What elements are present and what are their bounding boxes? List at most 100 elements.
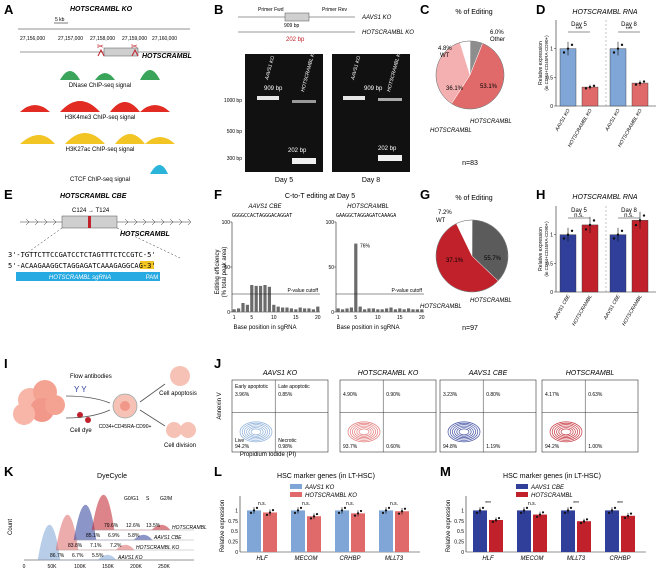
x-tick-label: 15 xyxy=(397,315,403,321)
gel2-band2: 202 bp xyxy=(378,146,397,152)
gene-label: MECOM xyxy=(295,556,318,562)
gene-label: HLF xyxy=(482,556,494,562)
legend-test: HOTSCRAMBL KO xyxy=(305,493,357,499)
bar xyxy=(631,220,649,293)
flow-title: AAVS1 CBE xyxy=(468,370,508,377)
bar xyxy=(247,510,261,552)
edit-label: C124 → T124 xyxy=(72,208,110,214)
phase-g0g1: G0/G1 xyxy=(124,496,139,502)
panel-a-title: HOTSCRAMBL KO xyxy=(70,6,133,13)
pie-g-n: n=97 xyxy=(462,325,478,332)
x-tick-label: AAVS1 KO xyxy=(604,108,622,133)
x-tick-label: 0 xyxy=(23,564,26,570)
cell-cluster-icon xyxy=(13,380,65,425)
coord-3: 27,158,000 xyxy=(90,36,115,42)
gene-label: CRHBP xyxy=(339,556,360,562)
apoptosis-icon xyxy=(170,366,190,386)
panel-m: M HSC marker genes (in LT-HSC) 00.250.50… xyxy=(440,464,646,562)
x-tick-label: 150K xyxy=(102,564,114,570)
necrotic-label: Necrotic xyxy=(278,438,297,444)
ladder-300: 300 bp xyxy=(227,156,243,162)
y-tick-label: 0 xyxy=(550,104,553,110)
bar-chart-l: 0 0.25 0.5 0.75 1 Relative expression AAVS1 KO… xyxy=(220,484,420,562)
x-tick-label: 5 xyxy=(250,315,253,321)
bar xyxy=(609,234,627,293)
dye-label: Cell dye xyxy=(70,428,92,434)
pct-g0g1: 86.7% xyxy=(50,553,65,559)
quadrant-live: 94.2% xyxy=(235,444,250,450)
x-tick-label: 5 xyxy=(354,315,357,321)
bar xyxy=(407,308,411,312)
panel-i: I Flow antibodies Y Y Cell dye CD34+CD45… xyxy=(4,356,197,449)
significance: n.s. xyxy=(624,213,634,219)
x-tick-label: 1 xyxy=(233,315,236,321)
panel-g: G % of Editing 7.2% WT 37.1% 55.7% HOTSC… xyxy=(420,187,512,332)
gene-label: HLF xyxy=(256,556,268,562)
y-tick-label: 0.25 xyxy=(228,540,238,546)
bar xyxy=(272,304,276,312)
bar xyxy=(316,306,320,312)
y-tick-label: 0 xyxy=(550,290,553,296)
bar xyxy=(259,285,263,312)
bar xyxy=(298,307,302,312)
pct-s: 6.7% xyxy=(72,553,84,559)
y-tick-label: 0.75 xyxy=(454,519,464,525)
gel1-day: Day 5 xyxy=(275,177,293,184)
flow-label: Flow antibodies xyxy=(70,374,112,380)
panel-a: A HOTSCRAMBL KO 5 kb 27,156,000 27,157,0… xyxy=(4,2,192,183)
pct-g2m: 7.2% xyxy=(110,543,122,549)
bar xyxy=(389,307,393,312)
pct-g0g1: 85.1% xyxy=(86,533,101,539)
y-tick-label: 100 xyxy=(326,220,335,226)
y-tick-label: 0 xyxy=(235,550,238,556)
bar xyxy=(291,510,305,552)
seq-bottom: 5'-ACAAGAAGGCTAGGAGATCAAAGAGGCAG-3' xyxy=(8,262,156,270)
y-axis-label: Relative expression xyxy=(538,227,544,271)
pie-c-n: n=83 xyxy=(462,160,478,167)
f-sub2: HOTSCRAMBL xyxy=(347,204,389,210)
panel-label-g: G xyxy=(420,187,430,202)
bar xyxy=(250,285,254,312)
quadrant-necrotic: 0.98% xyxy=(278,444,293,450)
row-label: AAVS1 CBE xyxy=(153,535,182,541)
row-label: AAVS1 KO xyxy=(117,555,143,561)
bar xyxy=(336,308,340,312)
bar xyxy=(411,309,415,312)
strand-arrows xyxy=(25,218,192,226)
size-202: 202 bp xyxy=(286,37,305,43)
bar xyxy=(577,521,591,552)
flow-plots: AAVS1 KO 3.96% 0.85% 94.2% 0.98% Early apopto… xyxy=(231,370,639,453)
bar xyxy=(267,286,271,312)
x-tick-label: 100K xyxy=(74,564,86,570)
quadrant-live: 94.2% xyxy=(545,444,560,450)
significance: *** xyxy=(625,27,633,33)
primer-fwd-label: Primer Fwd xyxy=(258,7,284,13)
gel1-band1: 909 bp xyxy=(264,86,283,92)
bar xyxy=(263,512,277,552)
bar xyxy=(393,309,397,312)
significance: n.s. xyxy=(574,213,584,219)
panel-b: B Primer Fwd Primer Rev AAVS1 KO 909 bp … xyxy=(214,2,414,184)
bar xyxy=(581,86,599,107)
f-xlabel1: Base position in sgRNA xyxy=(233,325,296,331)
quadrant-live: 94.8% xyxy=(443,444,458,450)
pie-c-wt: WT xyxy=(440,53,450,59)
significance: *** xyxy=(617,501,623,507)
day8-label: Day 8 xyxy=(621,208,637,214)
pie-c-wt-pct: 4.8% xyxy=(438,46,452,52)
y-tick-label: 0.5 xyxy=(231,529,238,535)
significance: n.s. xyxy=(528,501,536,507)
bar xyxy=(307,516,321,552)
y-tick-label: 1 xyxy=(550,233,553,239)
panel-k: K DyeCycle 0 50K 100K 150K 200K 250K 86.7% 6.7%… xyxy=(4,464,207,570)
day8-label: Day 8 xyxy=(621,22,637,28)
panel-f: F C-to-T editing at Day 5 AAVS1 CBE HOTS… xyxy=(214,187,425,331)
pam-label: PAM xyxy=(146,275,159,281)
pie-chart-g xyxy=(435,219,509,293)
bar xyxy=(285,307,289,312)
y-axis-sublabel: (in CD34+CD45RA-CD90+) xyxy=(544,35,549,91)
track-3: H3K27ac ChIP-seq signal xyxy=(66,147,135,153)
